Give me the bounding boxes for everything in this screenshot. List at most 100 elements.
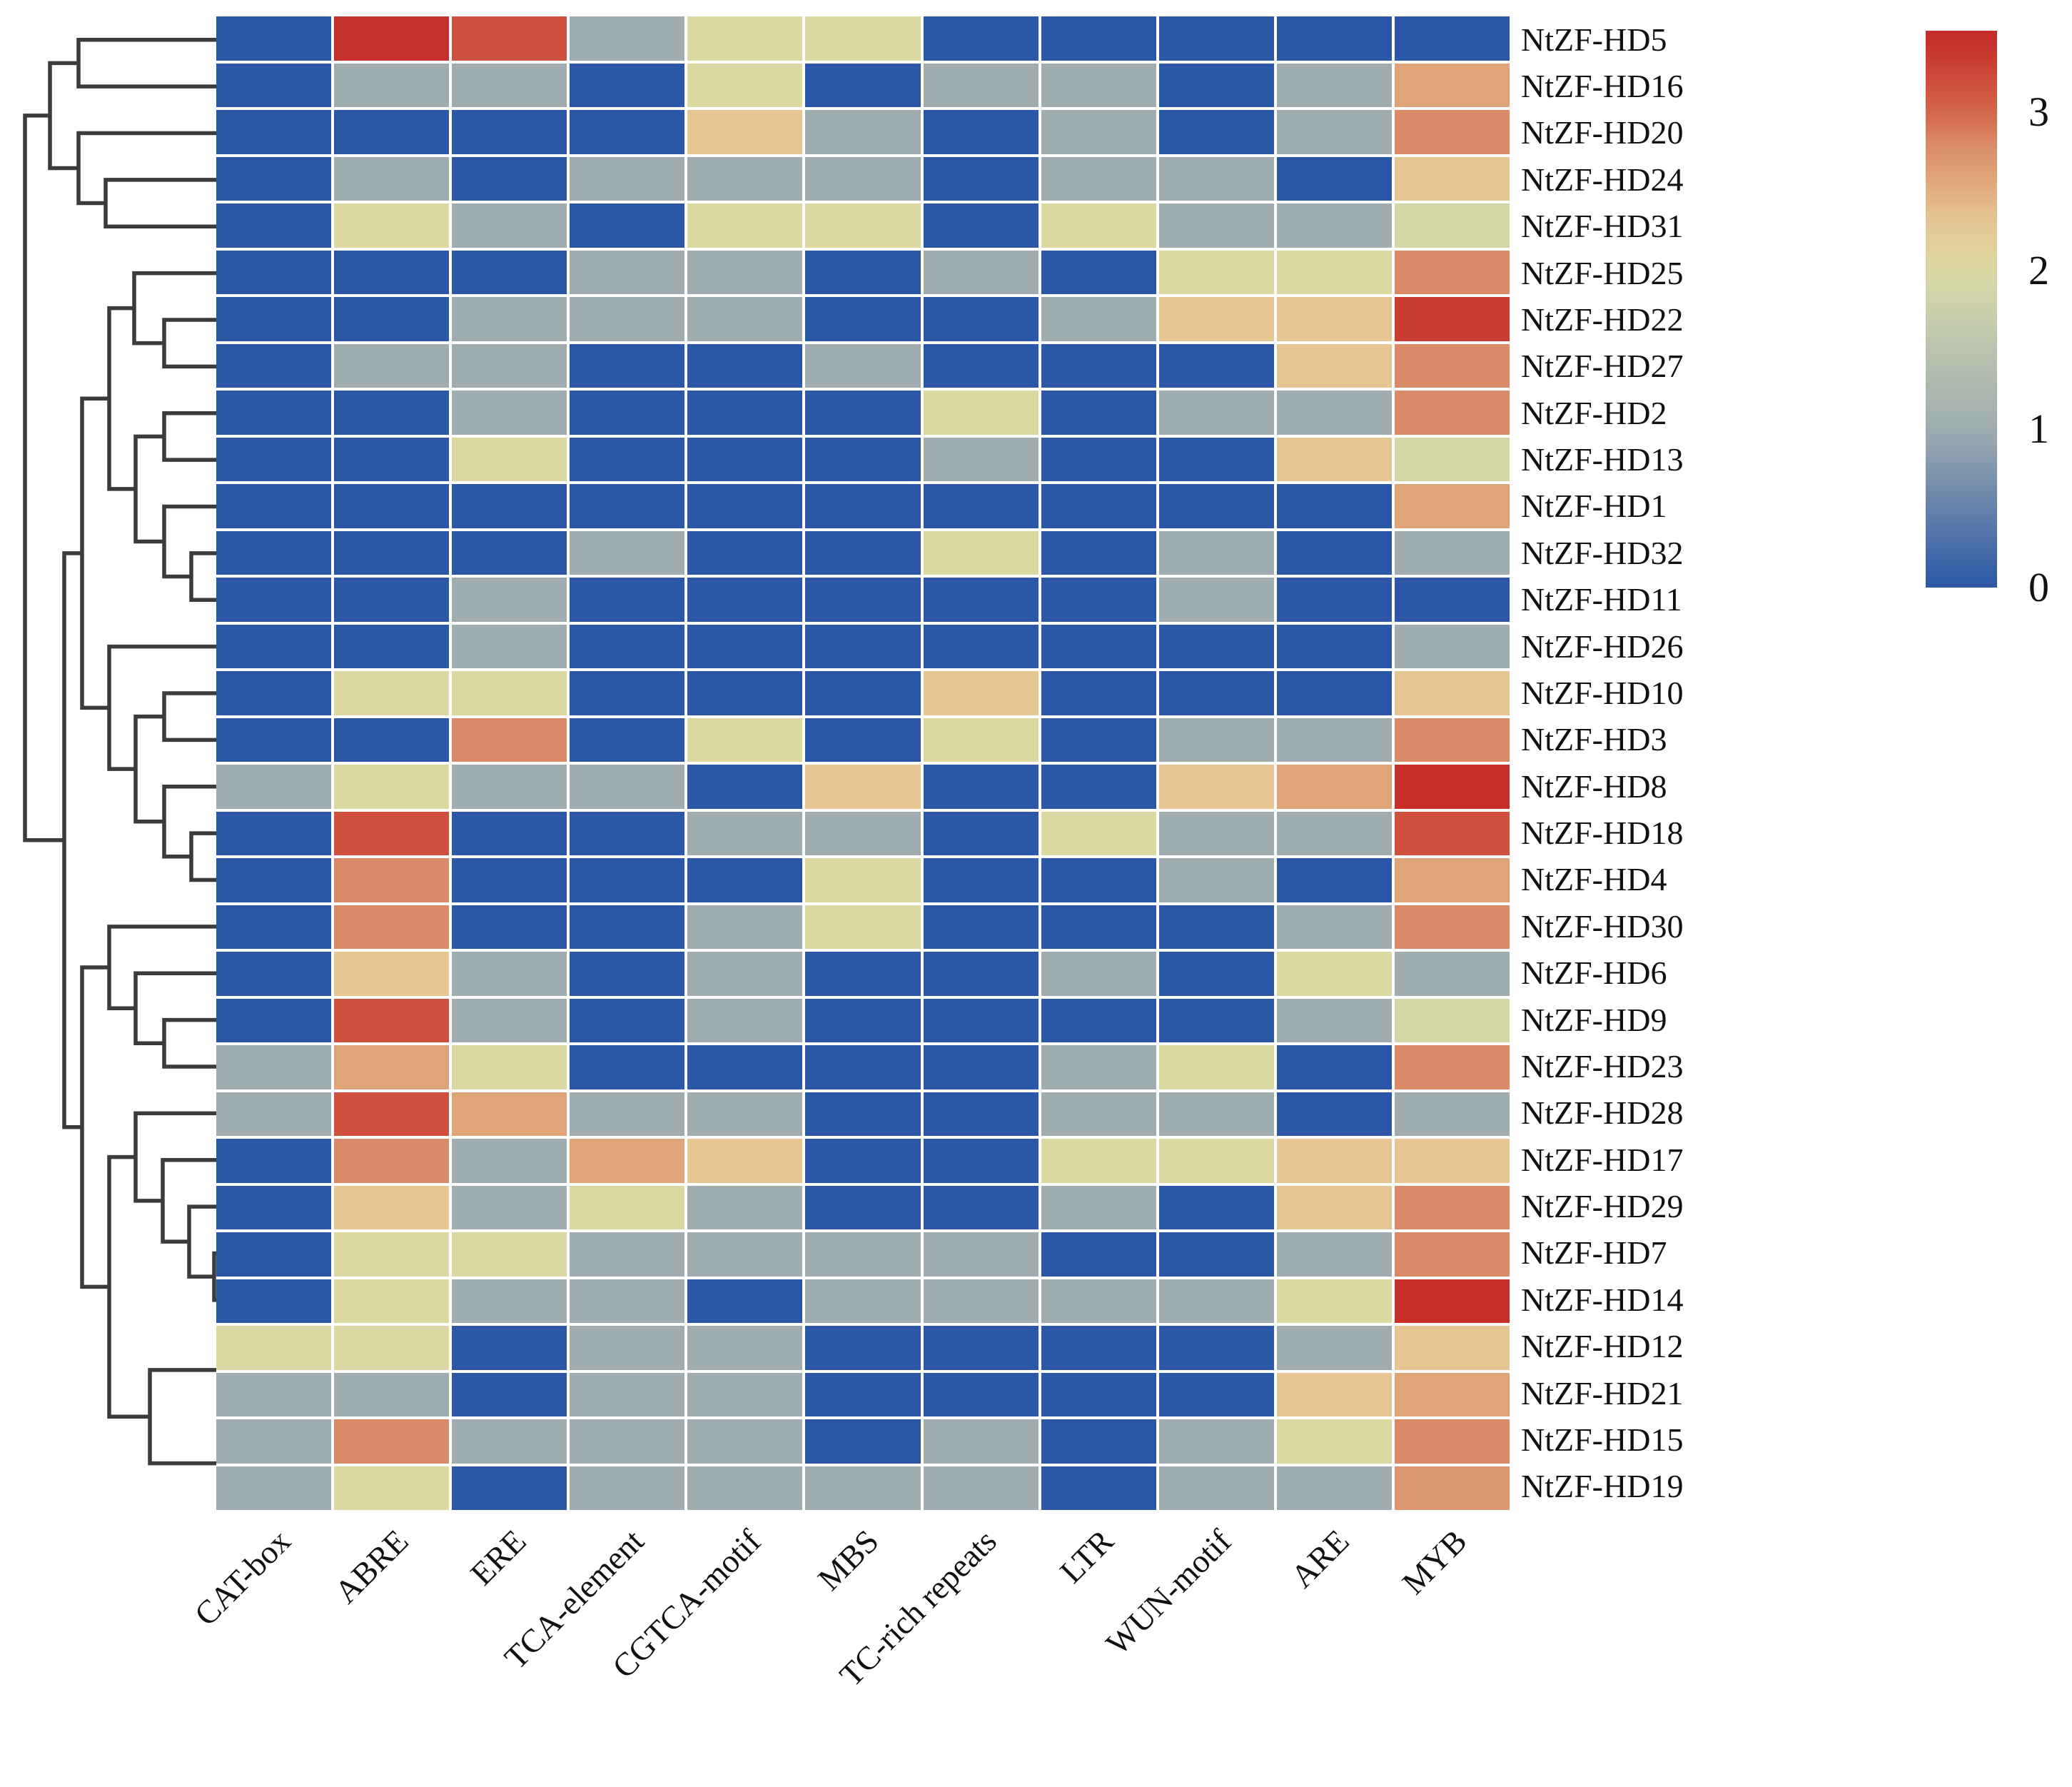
heatmap-cell	[452, 250, 567, 294]
heatmap-cell	[334, 530, 450, 575]
heatmap-cell	[1276, 63, 1392, 107]
heatmap-cell	[1041, 765, 1156, 809]
heatmap-cell	[570, 765, 685, 809]
heatmap-cell	[1276, 297, 1392, 341]
heatmap-cell	[1041, 624, 1156, 668]
heatmap-cell	[334, 905, 450, 949]
heatmap-cell	[805, 671, 921, 715]
heatmap-cell	[452, 110, 567, 154]
heatmap-cell	[1276, 952, 1392, 996]
heatmap-cell	[216, 530, 332, 575]
heatmap-cell	[805, 578, 921, 622]
heatmap-cell	[923, 437, 1038, 481]
heatmap-cell	[570, 671, 685, 715]
row-label: NtZF-HD4	[1521, 861, 1667, 898]
heatmap-cell	[216, 16, 332, 61]
heatmap-cell	[570, 952, 685, 996]
heatmap-cell	[570, 156, 685, 201]
heatmap-cell	[1041, 1466, 1156, 1510]
heatmap-cell	[216, 297, 332, 341]
heatmap-cell	[452, 1419, 567, 1464]
heatmap-cell	[923, 624, 1038, 668]
heatmap-cell	[687, 765, 803, 809]
heatmap-cell	[216, 998, 332, 1042]
heatmap-cell	[805, 1045, 921, 1089]
heatmap-cell	[1276, 998, 1392, 1042]
heatmap-cell	[1276, 1372, 1392, 1416]
heatmap-cell	[1276, 1232, 1392, 1277]
heatmap-cell	[570, 391, 685, 435]
heatmap-cell	[1394, 1232, 1510, 1277]
heatmap-cell	[334, 250, 450, 294]
heatmap-cell	[216, 1419, 332, 1464]
row-label: NtZF-HD5	[1521, 21, 1667, 58]
heatmap-cell	[570, 811, 685, 855]
heatmap-cell	[923, 1326, 1038, 1370]
heatmap-cell	[570, 110, 685, 154]
heatmap-cell	[1276, 1326, 1392, 1370]
row-label: NtZF-HD2	[1521, 394, 1667, 431]
heatmap-cell	[334, 16, 450, 61]
heatmap-cell	[805, 343, 921, 388]
heatmap-cell	[687, 1232, 803, 1277]
heatmap-cell	[1041, 1045, 1156, 1089]
heatmap-cell	[923, 811, 1038, 855]
heatmap-cell	[570, 250, 685, 294]
heatmap-cell	[923, 1372, 1038, 1416]
row-label: NtZF-HD13	[1521, 441, 1684, 478]
heatmap-cell	[923, 952, 1038, 996]
heatmap-cell	[216, 718, 332, 762]
heatmap-cell	[1158, 998, 1274, 1042]
heatmap-cell	[216, 484, 332, 528]
heatmap-cell	[1276, 250, 1392, 294]
heatmap-cell	[334, 858, 450, 902]
heatmap-cell	[1276, 1279, 1392, 1323]
row-label: NtZF-HD17	[1521, 1141, 1684, 1178]
heatmap-cell	[1041, 110, 1156, 154]
heatmap-cell	[1158, 343, 1274, 388]
heatmap-cell	[1394, 530, 1510, 575]
heatmap-cell	[452, 905, 567, 949]
heatmap-cell	[1041, 718, 1156, 762]
heatmap-cell	[570, 1045, 685, 1089]
heatmap-cell	[1041, 530, 1156, 575]
heatmap-cell	[334, 1139, 450, 1183]
heatmap-cell	[1158, 437, 1274, 481]
row-label: NtZF-HD31	[1521, 208, 1684, 245]
row-label: NtZF-HD18	[1521, 815, 1684, 852]
heatmap-cell	[805, 811, 921, 855]
heatmap-cell	[1276, 671, 1392, 715]
heatmap-cell	[1158, 1279, 1274, 1323]
heatmap-cell	[1276, 156, 1392, 201]
heatmap-cell	[452, 203, 567, 248]
heatmap-cell	[334, 391, 450, 435]
heatmap-cell	[1041, 1279, 1156, 1323]
heatmap-cell	[1041, 484, 1156, 528]
heatmap-cell	[452, 297, 567, 341]
heatmap-cell	[805, 1419, 921, 1464]
heatmap-cell	[923, 1092, 1038, 1136]
heatmap-cell	[334, 343, 450, 388]
heatmap-cell	[1158, 858, 1274, 902]
heatmap-cell	[334, 437, 450, 481]
heatmap-cell	[687, 156, 803, 201]
heatmap-cell	[1041, 578, 1156, 622]
heatmap-cell	[923, 484, 1038, 528]
colorbar-tick-label: 2	[2028, 247, 2049, 293]
heatmap-cell	[687, 1185, 803, 1229]
heatmap-cell	[216, 811, 332, 855]
heatmap-cell	[452, 156, 567, 201]
heatmap-cell	[1158, 1326, 1274, 1370]
heatmap-cell	[1158, 203, 1274, 248]
heatmap-cell	[1041, 391, 1156, 435]
heatmap-cell	[334, 998, 450, 1042]
heatmap-cell	[923, 1419, 1038, 1464]
row-label: NtZF-HD28	[1521, 1094, 1684, 1132]
heatmap-cell	[687, 671, 803, 715]
heatmap-cell	[805, 1372, 921, 1416]
heatmap-cell	[1394, 1139, 1510, 1183]
heatmap-cell	[1276, 1139, 1392, 1183]
heatmap-cell	[1394, 718, 1510, 762]
row-label: NtZF-HD24	[1521, 161, 1684, 198]
heatmap-cell	[1276, 391, 1392, 435]
